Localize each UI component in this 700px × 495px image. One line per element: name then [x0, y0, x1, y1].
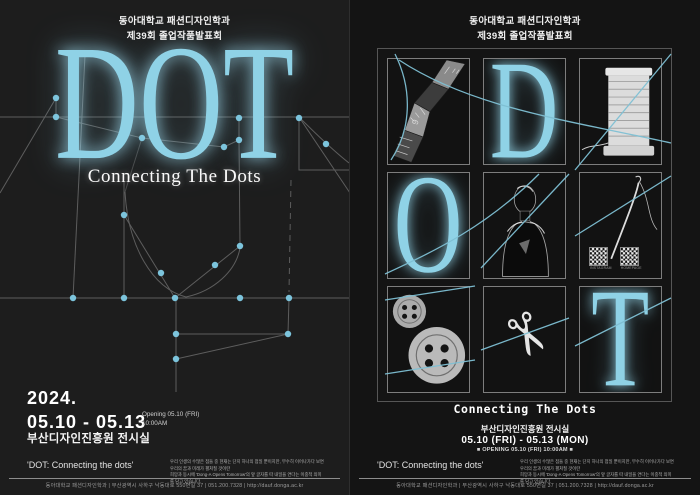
qr-instagram: INSTAGRAM: [589, 247, 612, 272]
date-block: 2024. 05.10 - 05.13: [27, 388, 147, 433]
cell-scissors: ✂: [483, 285, 566, 393]
opening-line1: Opening 05.10 (FRI): [142, 411, 200, 418]
poster-right: 동아대학교 패션디자인학과 제39회 졸업작품발표회 9: [350, 0, 700, 495]
mannequin-image: [502, 184, 549, 277]
cell-mannequin: [483, 171, 566, 279]
qr-codes: INSTAGRAM HOMEPAGE: [589, 247, 642, 272]
qr-code-image: [619, 247, 639, 267]
qr-label-homepage: HOMEPAGE: [620, 266, 642, 271]
poster-subtitle: Connecting The Dots: [87, 166, 262, 187]
footer-divider: [359, 478, 691, 479]
venue-text: 부산디자인진흥원 전시실: [27, 433, 151, 445]
qr-code-image: [589, 247, 608, 267]
qr-homepage: HOMEPAGE: [619, 247, 642, 272]
qr-label-instagram: INSTAGRAM: [590, 266, 612, 271]
footer-contact: 동아대학교 패션디자인학과 | 부산광역시 사하구 낙동대로 550번길 37 …: [45, 483, 304, 489]
cell-letter-t: T: [579, 285, 662, 393]
thread-spool-image: [581, 67, 655, 156]
cell-buttons: [387, 285, 470, 393]
cell-letter-d: D: [483, 57, 566, 165]
grid-letter-o: O: [394, 171, 463, 279]
poster-title-dot: DOT: [54, 10, 295, 194]
footer-contact: 동아대학교 패션디자인학과 | 부산광역시 사하구 낙동대로 550번길 37 …: [396, 483, 654, 489]
description-line2: 희망과 동시에 'Dong-A Opens Tomorrow'의 앞 글자를 따…: [170, 472, 322, 484]
opening-line2: 10:00AM: [142, 420, 168, 428]
scissors-icon: ✂: [485, 299, 565, 372]
poster-left: 동아대학교 패션디자인학과 제39회 졸업작품발표회: [0, 0, 350, 495]
description-line1: 우리 인생의 수많은 점들 중 현재는 단지 하나의 점일 뿐이지만, 무수히 …: [170, 459, 324, 471]
cell-letter-o: O: [387, 171, 470, 279]
right-date-range: 05.10 (FRI) - 05.13 (MON): [461, 435, 589, 446]
description-text: 우리 인생의 수많은 점들 중 현재는 단지 하나의 점일 뿐이지만, 무수히 …: [170, 459, 325, 486]
cell-measuring-tape: 9: [387, 57, 470, 165]
right-venue: 부산디자인진흥원 전시실: [480, 424, 570, 434]
description-line1: 우리 인생의 수많은 점들 중 현재는 단지 하나의 점일 뿐이지만, 무수히 …: [520, 459, 674, 471]
description-text: 우리 인생의 수많은 점들 중 현재는 단지 하나의 점일 뿐이지만, 무수히 …: [520, 459, 675, 486]
cell-thread-spool: [579, 57, 662, 165]
right-opening-info: ■ OPENING 05.10 (FRI) 10:00AM ■: [476, 447, 574, 453]
buttons-image: [392, 294, 466, 384]
image-grid: 9 D O: [377, 48, 672, 402]
right-header-line2: 제39회 졸업작품발표회: [477, 30, 573, 42]
tagline-text: 'DOT: Connecting the dots': [27, 460, 134, 470]
left-header: 동아대학교 패션디자인학과 제39회 졸업작품발표회: [0, 15, 349, 44]
grid-letter-t: T: [591, 285, 650, 393]
date-range-text: 05.10 - 05.13: [27, 411, 147, 432]
description-line2: 희망과 동시에 'Dong-A Opens Tomorrow'의 앞 글자를 따…: [520, 472, 672, 484]
grid-letter-d: D: [490, 57, 559, 165]
right-subtitle: Connecting The Dots: [453, 402, 597, 416]
pattern-dots: [52, 94, 330, 363]
cell-needle-thread: INSTAGRAM HOMEPAGE: [579, 171, 662, 279]
opening-info: Opening 05.10 (FRI) 10:00AM: [142, 410, 199, 429]
measuring-tape-image: 9: [392, 59, 466, 163]
right-header-line1: 동아대학교 패션디자인학과: [469, 16, 581, 27]
left-header-line1: 동아대학교 패션디자인학과: [118, 16, 231, 27]
footer-divider: [9, 478, 340, 479]
year-text: 2024.: [27, 388, 78, 408]
tagline-text: 'DOT: Connecting the dots': [377, 460, 484, 470]
sewing-pattern-graphic: [0, 54, 349, 392]
right-header: 동아대학교 패션디자인학과 제39회 졸업작품발표회: [350, 15, 700, 44]
left-header-line2: 제39회 졸업작품발표회: [126, 30, 223, 42]
